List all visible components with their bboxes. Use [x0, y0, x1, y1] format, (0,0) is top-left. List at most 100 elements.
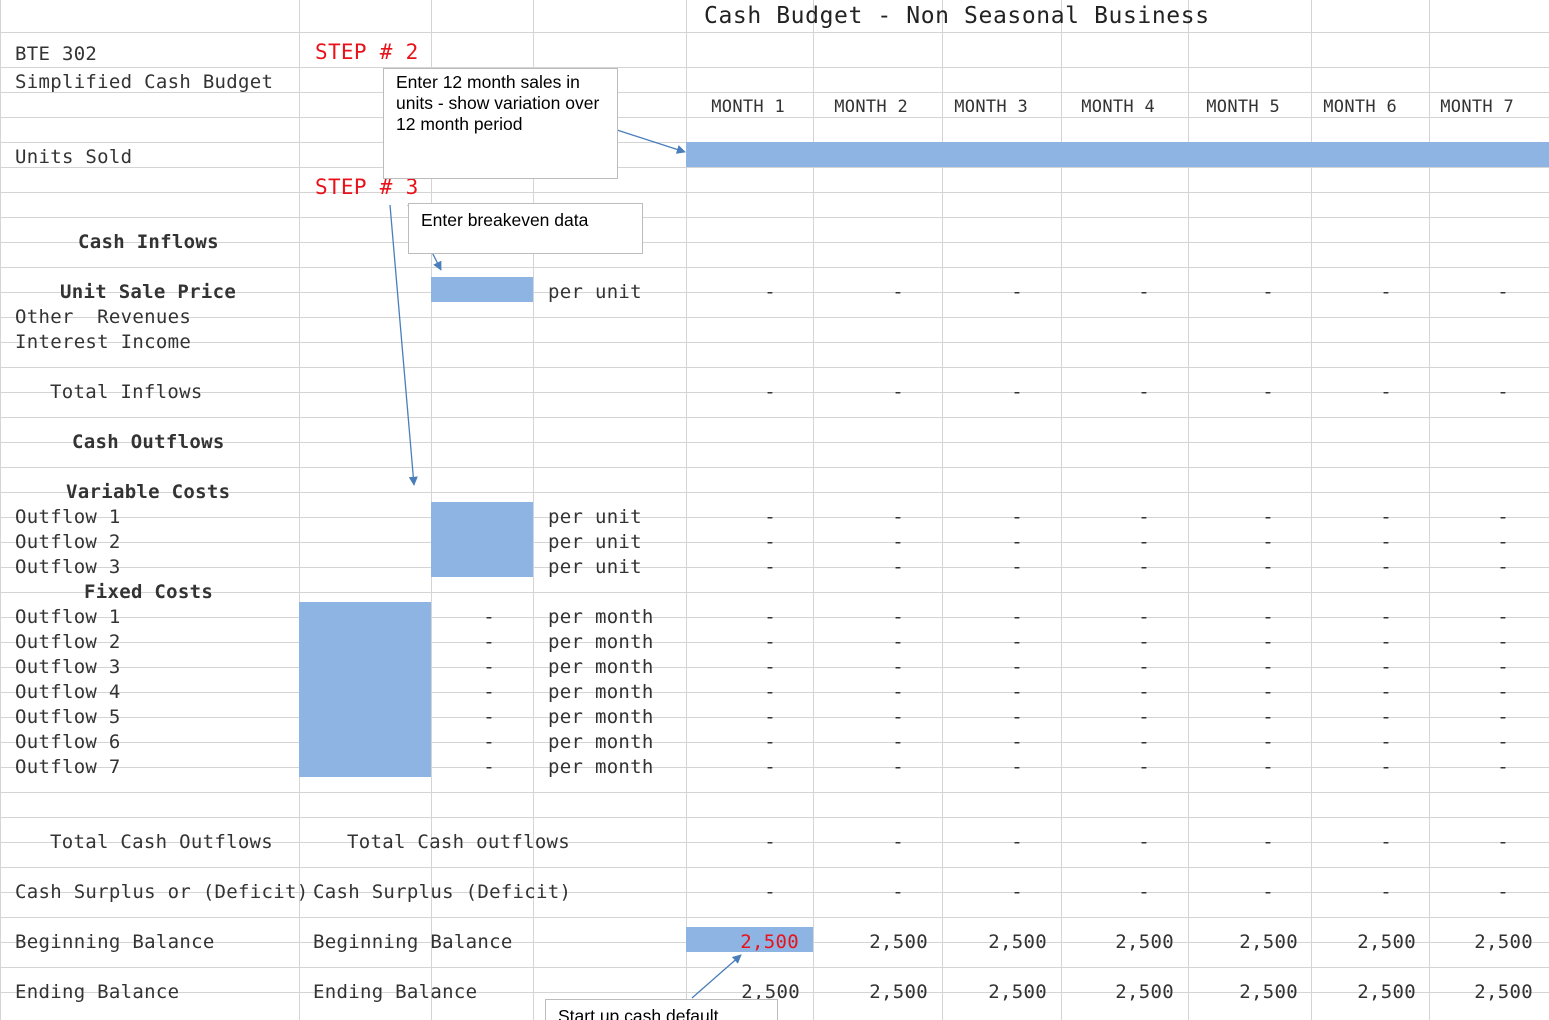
- month-value-cell: -: [1011, 731, 1023, 753]
- month-value-cell: -: [1262, 881, 1274, 903]
- month-value-cell: -: [1011, 706, 1023, 728]
- sales-callout[interactable]: Enter 12 month sales in units - show var…: [383, 68, 618, 179]
- total-cash-outflows-label: Total Cash Outflows: [50, 831, 274, 853]
- month-header: MONTH 4: [1081, 97, 1155, 117]
- month-value-cell: -: [764, 756, 776, 778]
- month-value-cell: -: [892, 381, 904, 403]
- month-value-cell: -: [764, 731, 776, 753]
- month-value-cell: -: [1380, 831, 1392, 853]
- month-value-cell: -: [1380, 881, 1392, 903]
- ending-balance-value: 2,500: [1239, 981, 1298, 1003]
- month-value-cell: -: [1011, 756, 1023, 778]
- month-value-cell: -: [1011, 606, 1023, 628]
- month-value-cell: -: [1380, 506, 1392, 528]
- month-value-cell: -: [764, 706, 776, 728]
- month-value-cell: -: [1138, 881, 1150, 903]
- fixed-outflow-label: Outflow 6: [15, 731, 121, 753]
- fixed-cost-amount: -: [483, 631, 495, 653]
- month-value-cell: -: [1138, 531, 1150, 553]
- per-unit-label: per unit: [548, 506, 642, 528]
- month-header: MONTH 1: [711, 97, 785, 117]
- month-value-cell: -: [1262, 381, 1274, 403]
- month-value-cell: -: [892, 631, 904, 653]
- month-value-cell: -: [1497, 631, 1509, 653]
- cash-outflows-heading: Cash Outflows: [72, 431, 225, 453]
- month-value-cell: -: [892, 606, 904, 628]
- beginning-balance-value: 2,500: [740, 931, 799, 953]
- fixed-outflow-label: Outflow 5: [15, 706, 121, 728]
- units-sold-input-range[interactable]: [686, 142, 1549, 167]
- subtitle-label: Simplified Cash Budget: [15, 71, 274, 93]
- per-unit-label: per unit: [548, 556, 642, 578]
- month-value-cell: -: [1380, 606, 1392, 628]
- month-value-cell: -: [892, 556, 904, 578]
- ending-balance-value: 2,500: [869, 981, 928, 1003]
- ending-balance-label: Ending Balance: [15, 981, 180, 1003]
- month-value-cell: -: [1262, 506, 1274, 528]
- beginning-balance-label: Beginning Balance: [15, 931, 215, 953]
- month-value-cell: -: [892, 506, 904, 528]
- month-value-cell: -: [1138, 731, 1150, 753]
- month-value-cell: -: [1380, 556, 1392, 578]
- per-month-label: per month: [548, 606, 654, 628]
- month-header: MONTH 2: [834, 97, 908, 117]
- month-value-cell: -: [892, 831, 904, 853]
- month-value-cell: -: [892, 681, 904, 703]
- interest-income-label: Interest Income: [15, 331, 192, 353]
- ending-balance-value: 2,500: [1115, 981, 1174, 1003]
- month-value-cell: -: [1011, 281, 1023, 303]
- course-label: BTE 302: [15, 43, 98, 65]
- month-value-cell: -: [1138, 831, 1150, 853]
- variable-cost-input-range[interactable]: [431, 502, 533, 577]
- fixed-cost-amount: -: [483, 606, 495, 628]
- step-2-label: STEP # 2: [315, 40, 419, 64]
- month-value-cell: -: [1138, 506, 1150, 528]
- month-value-cell: -: [764, 606, 776, 628]
- month-value-cell: -: [1497, 831, 1509, 853]
- per-unit-label: per unit: [548, 281, 642, 303]
- startup-cash-input[interactable]: [686, 927, 813, 952]
- variable-costs-heading: Variable Costs: [66, 481, 231, 503]
- step-3-label: STEP # 3: [315, 175, 419, 199]
- month-value-cell: -: [1138, 381, 1150, 403]
- fixed-outflow-label: Outflow 7: [15, 756, 121, 778]
- month-value-cell: -: [1262, 731, 1274, 753]
- variable-outflow-label: Outflow 1: [15, 506, 121, 528]
- month-value-cell: -: [1380, 381, 1392, 403]
- beginning-balance-value: 2,500: [1239, 931, 1298, 953]
- ending-balance-value: 2,500: [1474, 981, 1533, 1003]
- month-value-cell: -: [892, 881, 904, 903]
- other-revenues-label: Other Revenues: [15, 306, 192, 328]
- month-value-cell: -: [1138, 681, 1150, 703]
- fixed-outflow-label: Outflow 3: [15, 656, 121, 678]
- month-value-cell: -: [1262, 631, 1274, 653]
- month-value-cell: -: [1497, 506, 1509, 528]
- total-inflows-label: Total Inflows: [50, 381, 203, 403]
- month-value-cell: -: [1138, 706, 1150, 728]
- month-value-cell: -: [1011, 881, 1023, 903]
- month-value-cell: -: [892, 731, 904, 753]
- variable-outflow-label: Outflow 3: [15, 556, 121, 578]
- month-value-cell: -: [1011, 506, 1023, 528]
- fixed-costs-heading: Fixed Costs: [84, 581, 214, 603]
- month-value-cell: -: [764, 831, 776, 853]
- startup-cash-callout[interactable]: Start up cash default: [545, 999, 778, 1020]
- month-value-cell: -: [1138, 631, 1150, 653]
- month-value-cell: -: [1380, 756, 1392, 778]
- fixed-outflow-label: Outflow 4: [15, 681, 121, 703]
- fixed-cost-amount: -: [483, 731, 495, 753]
- month-header: MONTH 3: [954, 97, 1028, 117]
- month-value-cell: -: [1011, 531, 1023, 553]
- breakeven-callout[interactable]: Enter breakeven data: [408, 203, 643, 254]
- month-value-cell: -: [1497, 706, 1509, 728]
- per-month-label: per month: [548, 706, 654, 728]
- month-value-cell: -: [1497, 731, 1509, 753]
- month-value-cell: -: [1011, 681, 1023, 703]
- month-value-cell: -: [892, 531, 904, 553]
- fixed-cost-input-range[interactable]: [299, 602, 431, 777]
- month-value-cell: -: [764, 681, 776, 703]
- unit-sale-price-input[interactable]: [431, 277, 533, 302]
- month-value-cell: -: [1497, 556, 1509, 578]
- month-value-cell: -: [1380, 631, 1392, 653]
